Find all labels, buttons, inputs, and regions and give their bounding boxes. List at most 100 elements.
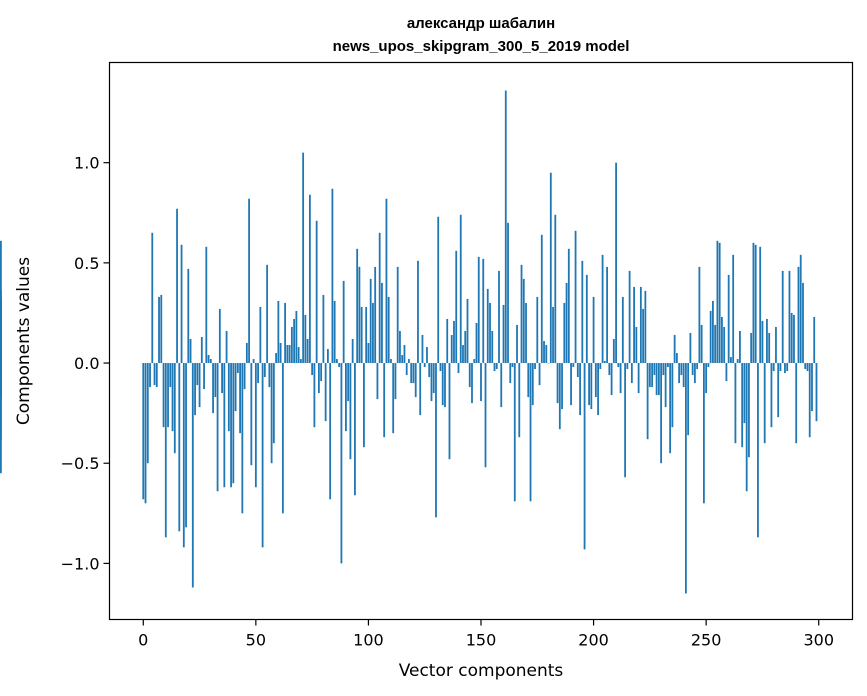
bar-205: [603, 361, 606, 364]
bar-145: [468, 363, 471, 388]
y-axis-ticks: −1.0 −0.5 0.0 0.5 1.0: [61, 154, 110, 573]
bar-278: [768, 332, 771, 364]
bar-193: [576, 363, 579, 378]
bar-58: [272, 363, 275, 444]
bar-181: [549, 172, 552, 364]
x-tick-label: 0: [138, 631, 148, 650]
bar-96: [358, 266, 361, 364]
bar-229: [657, 363, 660, 396]
bar-115: [401, 355, 404, 364]
bar-135: [446, 318, 449, 364]
bar-175: [536, 296, 539, 364]
bar-151: [482, 258, 485, 364]
bar-85: [333, 300, 336, 364]
x-tick-label: 250: [691, 631, 722, 650]
bar-196: [583, 363, 586, 550]
bar-230: [660, 363, 663, 464]
bar-124: [421, 334, 424, 364]
x-axis-label: Vector components: [399, 661, 564, 681]
bar-168: [520, 264, 523, 364]
bar-259: [725, 363, 728, 382]
bar-194: [579, 363, 581, 416]
bar-133: [441, 363, 444, 406]
bar-45: [243, 363, 246, 390]
bar-6: [155, 363, 158, 388]
bar-94: [354, 363, 356, 496]
bar-154: [489, 302, 491, 364]
bar-174: [534, 363, 536, 370]
bar-88: [340, 363, 343, 564]
bar-227: [653, 363, 656, 376]
bar-242: [687, 363, 690, 436]
bar-12: [169, 363, 172, 388]
bar-161: [504, 90, 507, 364]
bar-80: [322, 294, 325, 364]
bar-117: [405, 363, 408, 376]
bar-17: [180, 244, 183, 364]
bar-211: [617, 363, 620, 368]
bar-239: [680, 363, 683, 376]
bar-2: [146, 363, 149, 464]
bar-289: [793, 314, 795, 364]
bar-148: [475, 322, 478, 364]
bar-171: [527, 363, 530, 398]
bar-264: [736, 359, 739, 364]
bar-14: [173, 363, 176, 454]
bar-197: [585, 274, 588, 364]
bar-27: [203, 363, 205, 390]
bar-41: [234, 363, 237, 412]
bar-23: [194, 363, 196, 416]
bar-undefined: [0, 363, 2, 440]
bar-223: [644, 290, 647, 364]
bar-173: [531, 363, 534, 406]
bar-47: [248, 198, 250, 364]
bar-147: [473, 359, 476, 364]
bar-195: [581, 260, 584, 364]
bar-40: [232, 363, 235, 484]
bar-undefined: [0, 363, 2, 398]
bar-104: [376, 363, 379, 400]
bar-162: [507, 222, 509, 364]
bar-95: [356, 248, 359, 364]
bar-132: [439, 363, 442, 372]
y-axis-label: Components values: [14, 257, 34, 425]
bar-128: [430, 363, 433, 402]
bar-139: [455, 250, 458, 364]
bar-247: [698, 266, 701, 364]
bar-282: [777, 363, 780, 418]
y-tick-label: 1.0: [74, 154, 99, 173]
x-axis-ticks: 0 50 100 150 200 250 300: [138, 619, 834, 650]
bar-143: [464, 330, 467, 364]
bar-undefined: [0, 290, 2, 364]
bar-127: [428, 363, 431, 378]
bar-111: [392, 363, 395, 434]
bar-53: [261, 363, 264, 548]
bar-31: [212, 363, 214, 414]
bar-256: [718, 242, 721, 364]
bar-225: [648, 363, 651, 388]
bar-248: [700, 324, 703, 364]
bar-155: [491, 330, 494, 364]
bar-286: [786, 363, 789, 372]
bar-152: [484, 363, 487, 468]
bar-44: [241, 363, 244, 514]
bar-74: [308, 194, 311, 364]
bar-7: [158, 296, 160, 364]
bar-3: [149, 363, 151, 388]
bar-121: [414, 363, 417, 398]
bar-210: [615, 162, 617, 364]
bar-170: [525, 302, 527, 364]
y-tick-label: −0.5: [61, 454, 100, 473]
bar-87: [338, 363, 341, 368]
bar-263: [734, 363, 737, 444]
bar-70: [299, 359, 302, 364]
bar-78: [317, 363, 320, 394]
bar-51: [257, 363, 259, 384]
bar-234: [669, 363, 672, 454]
bar-136: [448, 363, 451, 460]
bar-265: [739, 330, 741, 364]
bar-73: [306, 339, 309, 364]
bar-291: [797, 266, 800, 364]
bar-295: [806, 363, 809, 372]
bar-62: [281, 363, 284, 514]
